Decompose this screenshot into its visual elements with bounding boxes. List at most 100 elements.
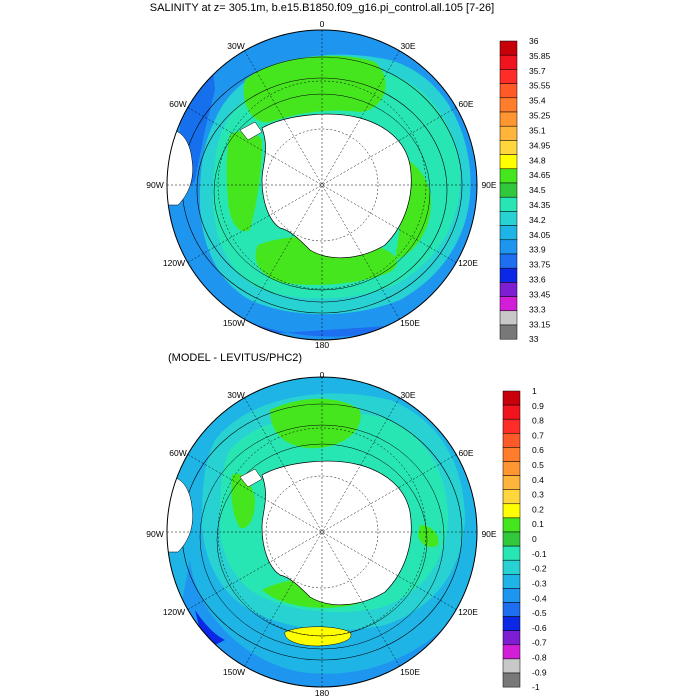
top-region-weddell-green bbox=[243, 55, 386, 123]
top-lon-label: 30W bbox=[227, 41, 244, 51]
top-colorbar-label: 34.05 bbox=[529, 230, 551, 240]
bottom-graticule bbox=[167, 377, 477, 687]
top-colorbar-box bbox=[499, 111, 518, 127]
bottom-region-positive-anomaly bbox=[284, 626, 352, 647]
top-colorbar-label: 34.2 bbox=[529, 215, 546, 225]
bottom-colorbar-label: 0.2 bbox=[532, 504, 544, 514]
top-colorbar-label: 34.95 bbox=[529, 140, 551, 150]
bottom-colorbar-box bbox=[502, 390, 521, 406]
top-colorbar-label: 33.45 bbox=[529, 289, 551, 299]
bottom-lon-label: 60W bbox=[169, 448, 186, 458]
bottom-colorbar-label: 0.3 bbox=[532, 490, 544, 500]
bottom-colorbar-box bbox=[502, 461, 521, 476]
top-lon-label: 60W bbox=[169, 99, 186, 109]
bottom-lon-label: 30W bbox=[227, 390, 244, 400]
bottom-colorbar-box bbox=[502, 404, 521, 420]
top-colorbar: 36 35.85 35.7 35.55 35.4 35.25 35.1 34.95 34.8 34… bbox=[499, 36, 551, 344]
bottom-region-negative bbox=[167, 560, 477, 687]
top-colorbar-box bbox=[499, 196, 518, 212]
top-colorbar-box bbox=[499, 282, 518, 297]
top-lon-label: 90E bbox=[481, 180, 496, 190]
top-colorbar-label: 35.85 bbox=[529, 51, 551, 61]
bottom-colorbar-box bbox=[502, 574, 521, 589]
top-colorbar-label: 35.55 bbox=[529, 81, 551, 91]
bottom-lon-label: 30E bbox=[400, 390, 415, 400]
bottom-lon-label: 60E bbox=[458, 448, 473, 458]
bottom-colorbar-box bbox=[502, 433, 521, 448]
bottom-colorbar-label: 0.4 bbox=[532, 475, 544, 485]
top-colorbar-label: 35.7 bbox=[529, 66, 546, 76]
top-colorbar-box bbox=[499, 324, 518, 340]
top-colorbar-box bbox=[499, 69, 518, 84]
top-colorbar-label: 33.3 bbox=[529, 304, 546, 314]
bottom-contour-3 bbox=[216, 443, 428, 637]
top-colorbar-label: 33.6 bbox=[529, 275, 546, 285]
top-lon-label: 120W bbox=[163, 258, 185, 268]
bottom-lon-label: 90W bbox=[146, 529, 163, 539]
bottom-lon-label: 180 bbox=[315, 688, 329, 698]
bottom-map bbox=[167, 377, 477, 687]
bottom-lon-label: 90E bbox=[481, 529, 496, 539]
top-colorbar-label: 35.4 bbox=[529, 96, 546, 106]
top-graticule bbox=[167, 30, 477, 340]
top-colorbar-box bbox=[499, 140, 518, 155]
top-map-border bbox=[166, 29, 478, 341]
bottom-colorbar-label: -0.6 bbox=[532, 623, 547, 633]
top-colorbar-label: 34.65 bbox=[529, 170, 551, 180]
bottom-south-america bbox=[167, 476, 193, 553]
bottom-antarctica bbox=[261, 460, 412, 606]
bottom-colorbar-label: -0.1 bbox=[532, 549, 547, 559]
top-colorbar-label: 34.35 bbox=[529, 200, 551, 210]
bottom-colorbar-box bbox=[502, 489, 521, 505]
bottom-colorbar-label: 1 bbox=[532, 386, 537, 396]
top-colorbar-label: 33.9 bbox=[529, 245, 546, 255]
top-antarctic-peninsula bbox=[239, 121, 263, 141]
top-colorbar-box bbox=[499, 168, 518, 184]
bottom-colorbar-label: -0.5 bbox=[532, 608, 547, 618]
bottom-colorbar-box bbox=[502, 602, 521, 617]
top-lon-label: 150E bbox=[400, 318, 420, 328]
top-colorbar-label: 33.15 bbox=[529, 319, 551, 329]
top-lon-label: 150W bbox=[223, 318, 245, 328]
bottom-colorbar-label: 0.1 bbox=[532, 519, 544, 529]
bottom-colorbar-box bbox=[502, 531, 521, 547]
top-title: SALINITY at z= 305.1m, b.e15.B1850.f09_g… bbox=[150, 2, 494, 14]
bottom-region-weddell-green bbox=[270, 398, 361, 449]
bottom-colorbar-box bbox=[502, 672, 521, 688]
bottom-colorbar-box bbox=[502, 658, 521, 674]
bottom-colorbar-box bbox=[502, 644, 521, 660]
top-lon-label: 0 bbox=[320, 19, 325, 29]
top-colorbar-box bbox=[499, 154, 518, 170]
bottom-colorbar-box bbox=[502, 447, 521, 462]
bottom-lon-label: 120W bbox=[163, 607, 185, 617]
bottom-colorbar-label: -1 bbox=[532, 682, 540, 692]
top-colorbar-box bbox=[499, 310, 518, 326]
bottom-colorbar-label: -0.4 bbox=[532, 593, 547, 603]
top-colorbar-box bbox=[499, 97, 518, 113]
top-colorbar-label: 36 bbox=[529, 36, 539, 46]
bottom-colorbar-box bbox=[502, 630, 521, 646]
bottom-region-amundsen-green bbox=[231, 473, 255, 529]
bottom-colorbar-box bbox=[502, 517, 521, 533]
bottom-colorbar-box bbox=[502, 418, 521, 434]
bottom-colorbar-box bbox=[502, 559, 521, 575]
top-colorbar-box bbox=[499, 40, 518, 56]
bottom-colorbar-box bbox=[502, 545, 521, 561]
top-lon-labels: 0 30E 60E 90E 120E 150E 180 150W 120W 90… bbox=[146, 19, 497, 350]
top-colorbar-label: 33.75 bbox=[529, 260, 551, 270]
bottom-lon-label: 120E bbox=[458, 607, 478, 617]
bottom-colorbar-label: -0.8 bbox=[532, 652, 547, 662]
bottom-colorbar-box bbox=[502, 475, 521, 490]
top-antarctica bbox=[261, 113, 412, 259]
top-colorbar-label: 35.25 bbox=[529, 111, 551, 121]
bottom-lon-label: 150E bbox=[400, 667, 420, 677]
bottom-colorbar-label: -0.7 bbox=[532, 638, 547, 648]
bottom-lon-labels: 0 30E 60E 90E 120E 150E 180 150W 120W 90… bbox=[146, 370, 497, 698]
bottom-lon-label: 0 bbox=[320, 370, 325, 380]
top-colorbar-box bbox=[499, 211, 518, 226]
bottom-colorbar-box bbox=[502, 503, 521, 519]
bottom-colorbar-label: -0.2 bbox=[532, 564, 547, 574]
top-colorbar-box bbox=[499, 239, 518, 255]
top-south-america bbox=[167, 129, 193, 206]
